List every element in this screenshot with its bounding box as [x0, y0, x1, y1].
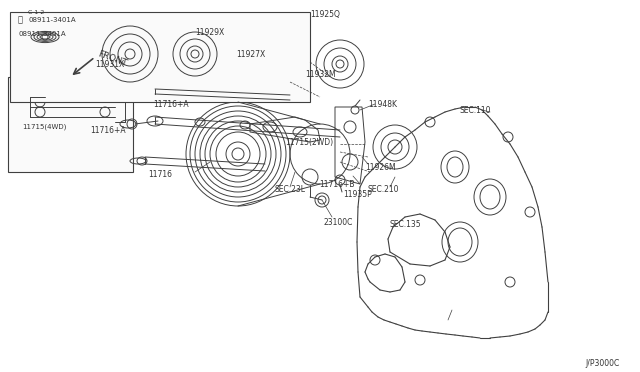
- Text: 11716+A: 11716+A: [90, 125, 125, 135]
- Text: 11925Q: 11925Q: [310, 10, 340, 19]
- Text: FRONT: FRONT: [97, 50, 128, 69]
- Text: J/P3000C: J/P3000C: [586, 359, 620, 369]
- Text: 11935P: 11935P: [343, 189, 372, 199]
- Text: SEC.135: SEC.135: [390, 219, 422, 228]
- Text: 23100C: 23100C: [324, 218, 353, 227]
- Text: 11931X: 11931X: [95, 60, 124, 68]
- Text: 11929X: 11929X: [195, 28, 224, 36]
- Bar: [10, 12, 310, 102]
- Text: 11716+A: 11716+A: [153, 99, 189, 109]
- Bar: [8, 77, 133, 172]
- Text: 11716: 11716: [148, 170, 172, 179]
- Text: 11926M: 11926M: [365, 163, 396, 171]
- Text: 08911-3401A: 08911-3401A: [18, 31, 66, 37]
- Text: 11948K: 11948K: [368, 99, 397, 109]
- Text: 11932M: 11932M: [305, 70, 335, 78]
- Text: Ⓒ: Ⓒ: [18, 16, 23, 25]
- Text: SEC.210: SEC.210: [368, 185, 399, 193]
- Text: 11927X: 11927X: [236, 49, 265, 58]
- Text: SEC.23L: SEC.23L: [275, 185, 306, 193]
- Text: 08911-3401A: 08911-3401A: [28, 17, 76, 23]
- Text: SEC.110: SEC.110: [460, 106, 492, 115]
- Text: 11715(2WD): 11715(2WD): [285, 138, 333, 147]
- Text: 11715(4WD): 11715(4WD): [22, 124, 67, 130]
- Text: C 1 2: C 1 2: [28, 10, 44, 15]
- Text: 11716+B: 11716+B: [319, 180, 355, 189]
